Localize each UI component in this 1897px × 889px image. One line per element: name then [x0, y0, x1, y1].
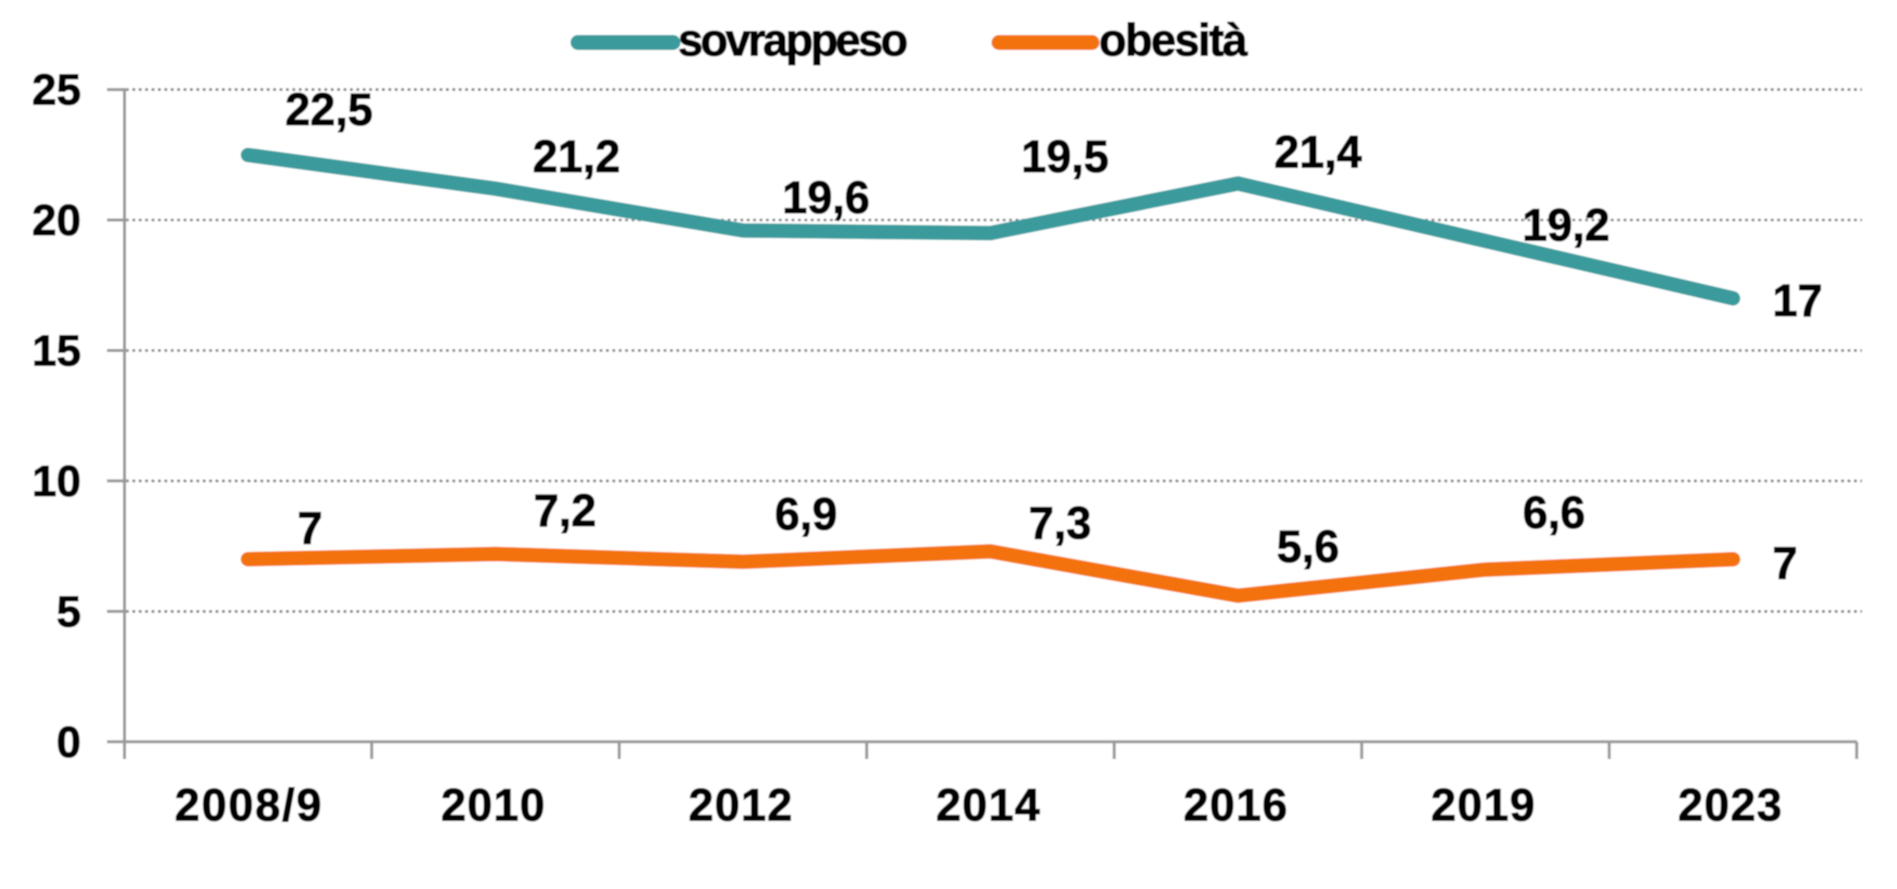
svg-text:2008/9: 2008/9: [175, 780, 323, 831]
svg-text:15: 15: [32, 327, 81, 376]
svg-text:19,2: 19,2: [1522, 200, 1610, 251]
svg-text:7,2: 7,2: [534, 485, 597, 536]
svg-text:obesità: obesità: [1099, 15, 1249, 66]
svg-text:2014: 2014: [936, 780, 1041, 831]
svg-text:7: 7: [297, 503, 322, 554]
svg-text:21,2: 21,2: [533, 131, 621, 182]
svg-text:7: 7: [1772, 538, 1797, 589]
svg-text:6,6: 6,6: [1523, 487, 1586, 538]
svg-text:22,5: 22,5: [285, 84, 373, 135]
svg-text:2010: 2010: [441, 780, 546, 831]
svg-text:sovrappeso: sovrappeso: [678, 15, 907, 66]
svg-text:10: 10: [32, 457, 81, 506]
svg-text:17: 17: [1772, 275, 1822, 326]
svg-text:0: 0: [57, 718, 81, 767]
svg-text:2023: 2023: [1678, 780, 1783, 831]
svg-text:5: 5: [57, 587, 81, 636]
svg-text:2012: 2012: [689, 780, 794, 831]
svg-text:2016: 2016: [1184, 780, 1289, 831]
svg-text:6,9: 6,9: [775, 489, 838, 540]
svg-text:19,6: 19,6: [782, 172, 870, 223]
svg-text:7,3: 7,3: [1029, 498, 1092, 549]
svg-text:5,6: 5,6: [1277, 521, 1340, 572]
svg-text:21,4: 21,4: [1274, 127, 1362, 178]
svg-text:2019: 2019: [1431, 780, 1536, 831]
svg-text:19,5: 19,5: [1021, 131, 1109, 182]
svg-text:20: 20: [32, 196, 81, 245]
svg-text:25: 25: [32, 66, 81, 115]
